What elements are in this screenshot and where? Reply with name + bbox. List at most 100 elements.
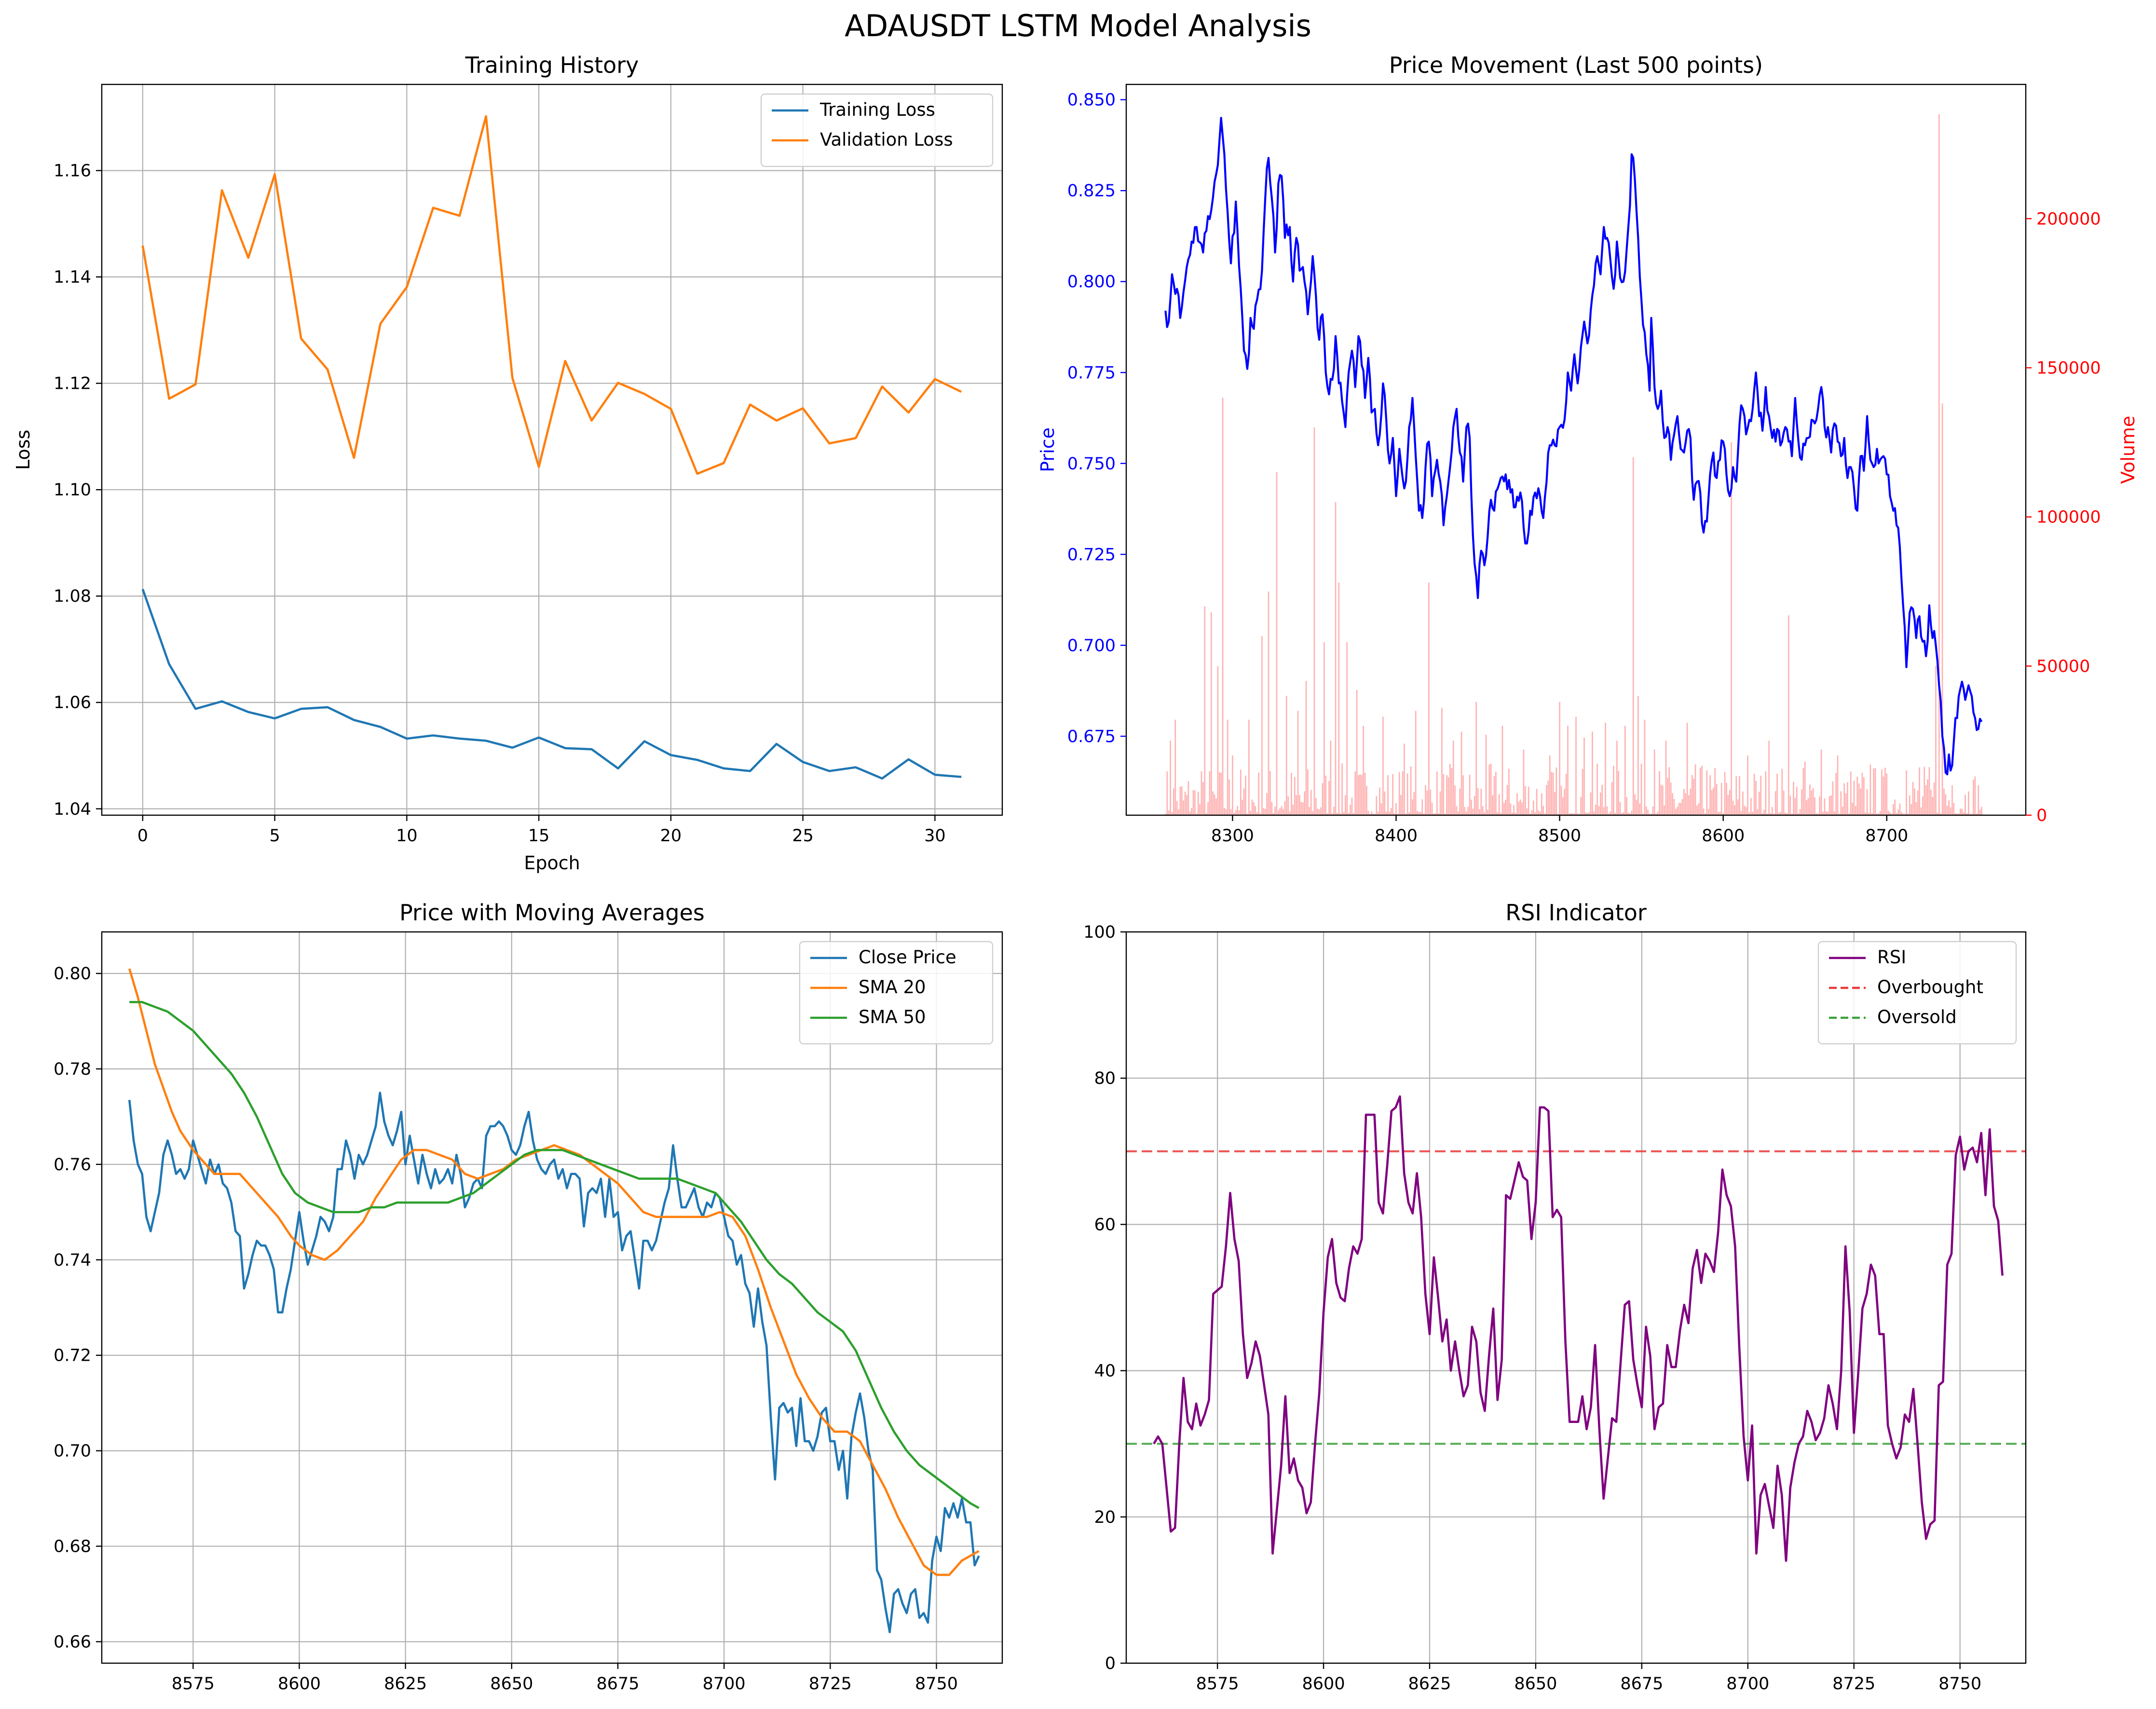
volume-bar (1668, 767, 1670, 815)
plot-area (128, 968, 980, 1633)
volume-bar (1812, 788, 1814, 815)
volume-bar (1352, 813, 1354, 815)
volume-bar (1573, 813, 1575, 815)
volume-bar (1685, 793, 1687, 815)
volume-bar (1820, 749, 1822, 815)
volume-bar (1235, 810, 1237, 815)
volume-bar (1894, 799, 1896, 815)
volume-bar (1444, 813, 1446, 815)
volume-bar (1430, 789, 1432, 815)
volume-bar (1699, 767, 1701, 815)
y-tick-label: 0.700 (1067, 636, 1116, 656)
volume-bar (1225, 809, 1227, 815)
volume-bar (1501, 725, 1503, 815)
volume-bar (1698, 803, 1700, 815)
volume-bar (1539, 811, 1541, 815)
volume-bar (1753, 773, 1755, 815)
volume-bar (1632, 457, 1634, 815)
legend: Training Loss Validation Loss (760, 93, 994, 167)
volume-bar (1794, 797, 1796, 815)
volume-bar (1542, 806, 1544, 815)
volume-bar (1454, 785, 1456, 815)
x-tick-label: 8675 (1620, 1674, 1663, 1694)
volume-bar (1690, 788, 1692, 815)
volume-bar (1376, 796, 1378, 815)
volume-bar (1897, 809, 1899, 815)
volume-bar (1763, 810, 1765, 815)
volume-bar (1802, 767, 1804, 815)
volume-bar (1377, 811, 1379, 815)
sma-50-line (129, 1001, 980, 1509)
volume-bar (1837, 755, 1839, 815)
volume-bar (1804, 761, 1806, 815)
y-tick-label: 0.66 (54, 1632, 91, 1652)
y-tick-label: 0.725 (1067, 545, 1116, 564)
volume-bar (1585, 812, 1587, 815)
y-tick-label: 100 (1083, 923, 1116, 942)
volume-bar (1660, 784, 1662, 815)
volume-bar (1610, 811, 1611, 815)
volume-bar (1943, 788, 1945, 815)
volume-bar (1497, 812, 1499, 815)
volume-bar (1251, 799, 1253, 815)
volume-bar (1328, 781, 1330, 815)
volume-bar (1528, 786, 1529, 815)
panel-title: Price with Moving Averages (399, 900, 705, 926)
volume-bar (1883, 776, 1884, 815)
x-tick-label: 8300 (1211, 826, 1254, 846)
volume-bar (1482, 806, 1484, 815)
volume-bar (1345, 795, 1346, 815)
legend-label: Close Price (859, 947, 956, 968)
volume-bar (1719, 811, 1721, 815)
volume-bar (1532, 800, 1534, 815)
volume-bars (1165, 114, 1982, 815)
volume-bar (1398, 772, 1400, 815)
volume-bar (1385, 811, 1387, 815)
volume-bar (1570, 813, 1572, 815)
volume-bar (1829, 796, 1830, 815)
volume-bar (1423, 813, 1425, 815)
volume-bar (1567, 725, 1569, 815)
x-tick-label: 8725 (809, 1674, 852, 1694)
volume-bar (1498, 794, 1500, 815)
volume-bar (1551, 772, 1552, 815)
volume-bar (1291, 773, 1292, 815)
x-tick-label: 8675 (596, 1674, 639, 1694)
volume-bar (1405, 813, 1407, 815)
volume-bar (1217, 666, 1219, 815)
volume-bar (1672, 793, 1673, 815)
volume-bar (1737, 799, 1739, 815)
volume-bar (1256, 812, 1258, 815)
volume-bar (1930, 790, 1932, 815)
volume-bar (1261, 636, 1263, 815)
volume-bar (1757, 809, 1759, 815)
volume-bar (1500, 813, 1501, 815)
volume-bar (1281, 806, 1283, 815)
volume-bar (1946, 806, 1948, 815)
volume-bar (1335, 502, 1337, 815)
volume-bar (1534, 812, 1536, 815)
volume-bar (1541, 793, 1542, 815)
volume-bar (1760, 776, 1762, 815)
volume-bar (1170, 740, 1171, 815)
volume-bar (1776, 773, 1778, 815)
volume-bar (1871, 813, 1873, 815)
volume-bar (1369, 813, 1371, 815)
y-right-tick-label: 100000 (2036, 508, 2101, 527)
volume-bar (1300, 802, 1302, 815)
close-price-line (128, 1092, 980, 1633)
volume-bar (1421, 799, 1423, 815)
volume-bar (1714, 767, 1716, 815)
volume-bar (1258, 772, 1260, 815)
volume-bar (1268, 591, 1269, 815)
volume-bar (1452, 740, 1454, 815)
volume-bar (1884, 767, 1886, 815)
volume-bar (1338, 582, 1340, 815)
volume-bar (1227, 720, 1228, 815)
volume-bar (1948, 800, 1950, 815)
volume-bar (1896, 813, 1897, 815)
volume-bar (1404, 743, 1405, 815)
volume-bar (1965, 794, 1966, 815)
volume-bar (1798, 813, 1800, 815)
volume-bar (1389, 811, 1391, 815)
